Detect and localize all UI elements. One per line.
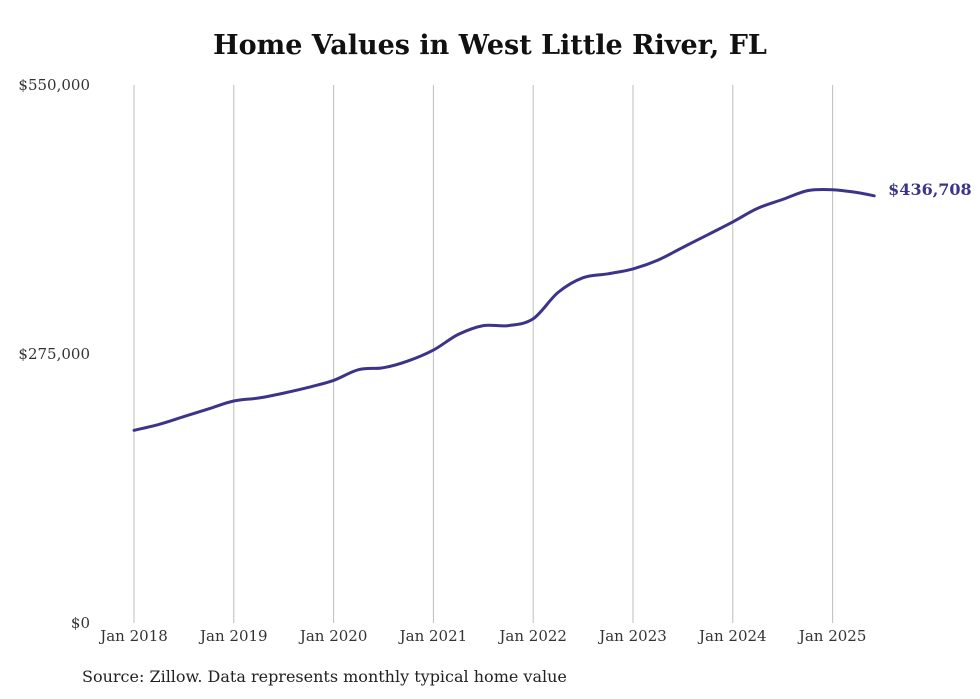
end-value-label: $436,708 <box>888 180 972 199</box>
y-tick-label: $275,000 <box>18 345 90 363</box>
x-tick-label: Jan 2025 <box>797 627 867 645</box>
x-tick-label: Jan 2020 <box>298 627 368 645</box>
y-tick-label: $550,000 <box>18 76 90 94</box>
x-tick-label: Jan 2023 <box>597 627 667 645</box>
x-tick-label: Jan 2021 <box>398 627 468 645</box>
x-axis-ticks: Jan 2018 Jan 2019 Jan 2020 Jan 2021 Jan 2022… <box>98 627 866 645</box>
gridlines <box>133 85 834 623</box>
chart-title: Home Values in West Little River, FL <box>213 30 767 61</box>
home-value-line <box>132 187 876 432</box>
x-tick-label: Jan 2018 <box>98 627 168 645</box>
y-tick-label: $0 <box>71 614 90 632</box>
x-tick-label: Jan 2022 <box>497 627 567 645</box>
source-note: Source: Zillow. Data represents monthly … <box>82 667 567 686</box>
y-axis-ticks: $0 $275,000 $550,000 <box>18 76 90 632</box>
x-tick-label: Jan 2019 <box>198 627 268 645</box>
x-tick-label: Jan 2024 <box>697 627 767 645</box>
